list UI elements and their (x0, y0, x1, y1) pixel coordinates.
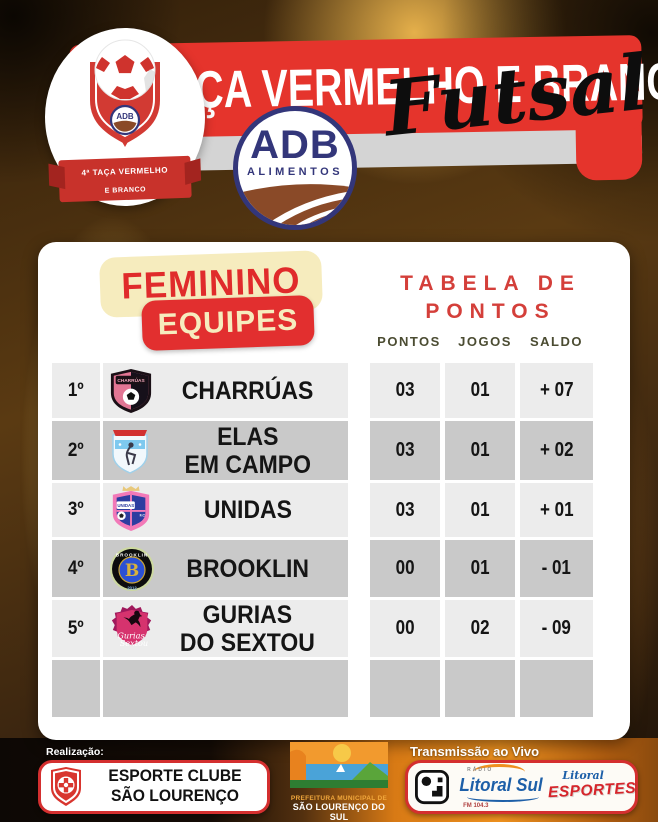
crest-ribbon-line2: E BRANCO (104, 186, 147, 195)
row4-team-name: BROOKLIN (186, 554, 309, 583)
row4-saldo: - 01 (541, 557, 572, 579)
table-row-gurias-do-sextou: 5º Gurias Sextou GURIAS DO SEXTOU 00 02 -… (38, 600, 630, 657)
crest-ribbon-line1: 4ª TAÇA VERMELHO (81, 165, 169, 178)
teams-badge: EQUIPES (141, 295, 315, 351)
esporte-clube-sao-lourenco-box: ESPORTE CLUBE SÃO LOURENÇO (38, 760, 270, 814)
radio-label: RÁDIO (467, 767, 494, 773)
table-row-elas-em-campo: 2º ELAS EM CAMPO 03 01 + 02 (38, 421, 630, 480)
club-name: ESPORTE CLUBE SÃO LOURENÇO (108, 767, 242, 805)
esportes-line1: Litoral (562, 769, 604, 782)
row2-pontos: 03 (395, 439, 415, 461)
row5-pontos: 00 (395, 617, 415, 639)
prefeitura-line2: SÃO LOURENÇO DO SUL (292, 802, 386, 822)
brooklin-badge-label: BROOKLIN (116, 552, 149, 557)
litoral-esportes-wordmark: Litoral ESPORTES (548, 765, 637, 809)
gurias-do-sextou-badge-icon: Gurias Sextou (109, 604, 155, 654)
gurias-badge-line2: Sextou (120, 638, 148, 648)
radio-name: Litoral Sul (459, 774, 543, 795)
row5-position: 5º (68, 617, 84, 639)
column-header-jogos: JOGOS (458, 334, 512, 349)
table-title: TABELA DE PONTOS (368, 270, 613, 327)
prefeitura-line1: PREFEITURA MUNICIPAL DE (290, 795, 388, 802)
row3-jogos: 01 (470, 498, 490, 521)
row2-position: 2º (68, 439, 84, 461)
crest-ribbon: 4ª TAÇA VERMELHO E BRANCO (58, 155, 192, 203)
esportes-line2: ESPORTES (547, 779, 637, 802)
realizacao-label: Realização: (46, 746, 104, 758)
row3-pontos: 03 (395, 498, 415, 521)
elas-em-campo-badge-icon (109, 426, 151, 476)
standings-card: FEMININO EQUIPES TABELA DE PONTOS PONTOS… (38, 242, 630, 740)
tournament-crest-icon: ADB (90, 39, 160, 147)
adb-field-icon (238, 184, 352, 225)
tournament-crest: ADB 4ª TAÇA VERMELHO E BRANCO (45, 28, 205, 206)
prefeitura-logo: PREFEITURA MUNICIPAL DE SÃO LOURENÇO DO … (288, 742, 390, 822)
table-title-line2: PONTOS (425, 300, 556, 324)
sun-arc-icon (473, 764, 526, 780)
row3-position: 3º (68, 499, 84, 520)
column-header-saldo: SALDO (530, 334, 583, 349)
adb-logo-name: ADB (250, 123, 340, 167)
adb-logo-subname: ALIMENTOS (246, 166, 344, 178)
prefeitura-picture-icon (290, 742, 388, 788)
table-row-empty (38, 660, 630, 717)
brooklin-badge-initial: B (125, 561, 139, 581)
unidas-badge-label: UNIDAS (117, 503, 134, 508)
row3-team-name: UNIDAS (203, 496, 292, 524)
crest-adb-text: ADB (116, 112, 134, 121)
row5-jogos: 02 (470, 617, 490, 639)
adb-alimentos-logo: ADB ALIMENTOS (233, 106, 357, 230)
column-headers: PONTOS JOGOS SALDO (38, 334, 630, 352)
table-row-unidas: 3º UNIDAS F.C UNIDAS (38, 483, 630, 537)
row5-saldo: - 09 (541, 617, 572, 639)
litoral-sul-icon (415, 769, 450, 805)
row1-saldo: + 07 (539, 379, 574, 401)
row3-saldo: + 01 (539, 498, 574, 521)
gurias-badge-line1: Gurias (117, 630, 144, 640)
brooklin-badge-icon: BROOKLIN B 2012 (109, 546, 155, 592)
row1-jogos: 01 (470, 379, 490, 401)
transmissao-label: Transmissão ao Vivo (410, 744, 540, 759)
litoral-sul-box: RÁDIO Litoral Sul FM 104.3 Litoral ESPOR… (405, 760, 638, 814)
column-header-pontos: PONTOS (377, 334, 441, 349)
charruas-badge-icon: CHARRÚAS (109, 367, 153, 415)
teams-badge-label: EQUIPES (157, 303, 299, 342)
wave-swash-icon (467, 792, 540, 802)
table-row-brooklin: 4º BROOKLIN B 2012 BROOKLIN 00 01 - 01 (38, 540, 630, 597)
row2-jogos: 01 (470, 439, 490, 461)
litoral-sul-wordmark: RÁDIO Litoral Sul FM 104.3 (455, 764, 543, 809)
unidas-badge-fc-label: F.C (140, 514, 146, 518)
row4-position: 4º (68, 557, 84, 579)
row2-saldo: + 02 (539, 439, 574, 461)
brooklin-badge-year: 2012 (127, 585, 137, 590)
radio-fm: FM 104.3 (463, 803, 489, 809)
row5-team-name: GURIAS DO SEXTOU (179, 600, 316, 657)
row2-team-name: ELAS EM CAMPO (184, 422, 311, 479)
unidas-badge-icon: UNIDAS F.C (109, 485, 153, 535)
row1-position: 1º (68, 379, 84, 401)
table-title-line1: TABELA DE (400, 272, 581, 295)
table-row-charruas: 1º CHARRÚAS CHARRÚAS 03 01 + 0 (38, 363, 630, 418)
row1-team-name: CHARRÚAS (181, 376, 314, 405)
charruas-badge-label: CHARRÚAS (117, 376, 144, 383)
sao-lourenco-crest-icon (51, 767, 81, 806)
row4-pontos: 00 (395, 557, 415, 579)
row4-jogos: 01 (470, 557, 490, 579)
row1-pontos: 03 (395, 379, 415, 401)
